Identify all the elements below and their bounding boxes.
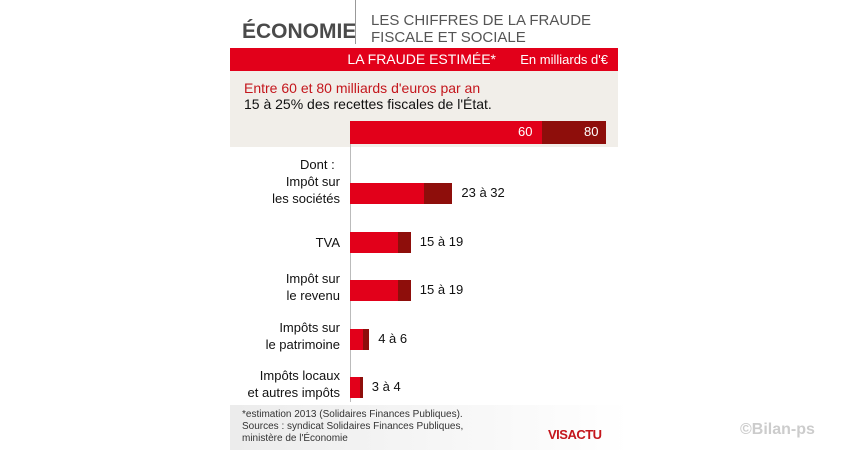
category-label-line-2: et autres impôts xyxy=(247,385,341,400)
chart-header-band: LA FRAUDE ESTIMÉE* En milliards d'€ xyxy=(230,48,618,71)
bar-low xyxy=(350,377,360,398)
total-high-label: 80 xyxy=(584,124,599,139)
value-label: 3 à 4 xyxy=(371,379,401,394)
bar-high xyxy=(359,377,363,398)
title-line-1: LES CHIFFRES DE LA FRAUDE xyxy=(371,12,592,29)
value-label: 4 à 6 xyxy=(378,331,408,346)
visactu-logo: VISACTU xyxy=(548,427,602,442)
chart-unit: En milliards d'€ xyxy=(520,52,608,67)
category-label-line-1: TVA xyxy=(315,235,340,250)
bar-low xyxy=(350,329,363,350)
page-title: LES CHIFFRES DE LA FRAUDE FISCALE ET SOC… xyxy=(371,12,611,46)
category-label-line-1: Impôt sur xyxy=(285,174,340,189)
bar-high xyxy=(398,280,411,301)
watermark: ©Bilan-ps xyxy=(740,421,815,438)
category-label-line-1: Impôts sur xyxy=(279,320,340,335)
category-label-line-2: les sociétés xyxy=(272,191,340,206)
category-label: Impôt sur le revenu xyxy=(286,270,340,304)
bar-total-low xyxy=(350,121,542,144)
summary-line-1: Entre 60 et 80 milliards d'euros par an xyxy=(244,80,481,96)
title-line-2: FISCALE ET SOCIALE xyxy=(371,29,526,46)
subheading: Dont : xyxy=(300,157,335,172)
section-kicker: ÉCONOMIE xyxy=(242,20,357,43)
bar-high xyxy=(362,329,370,350)
footer: *estimation 2013 (Solidaires Finances Pu… xyxy=(230,405,630,450)
chart-title: LA FRAUDE ESTIMÉE* xyxy=(347,51,496,67)
bar-low xyxy=(350,280,398,301)
category-label: Impôts sur le patrimoine xyxy=(266,319,340,353)
category-label: Impôt sur les sociétés xyxy=(272,173,340,207)
bar-total-high xyxy=(542,121,606,144)
divider xyxy=(355,0,356,44)
axis-line xyxy=(350,144,351,402)
category-label-line-1: Impôts locaux xyxy=(259,368,340,383)
total-low-label: 60 xyxy=(518,124,533,139)
category-label: TVA xyxy=(316,234,340,251)
footnote: *estimation 2013 (Solidaires Finances Pu… xyxy=(242,409,463,420)
footnotes: *estimation 2013 (Solidaires Finances Pu… xyxy=(242,409,463,445)
sources-line-2: ministère de l'Économie xyxy=(242,433,348,444)
category-label-line-1: Impôt sur xyxy=(285,271,340,286)
bar-high xyxy=(423,183,453,204)
value-label: 15 à 19 xyxy=(419,234,464,249)
category-label-line-2: le patrimoine xyxy=(265,337,340,352)
bar-low xyxy=(350,183,424,204)
category-label: Impôts locaux et autres impôts xyxy=(248,367,341,401)
bar-high xyxy=(398,232,411,253)
value-label: 15 à 19 xyxy=(419,282,464,297)
category-label-line-2: le revenu xyxy=(286,288,340,303)
sources-line-1: Sources : syndicat Solidaires Finances P… xyxy=(242,421,464,432)
summary-line-2: 15 à 25% des recettes fiscales de l'État… xyxy=(244,96,492,112)
bar-low xyxy=(350,232,398,253)
value-label: 23 à 32 xyxy=(461,185,505,200)
